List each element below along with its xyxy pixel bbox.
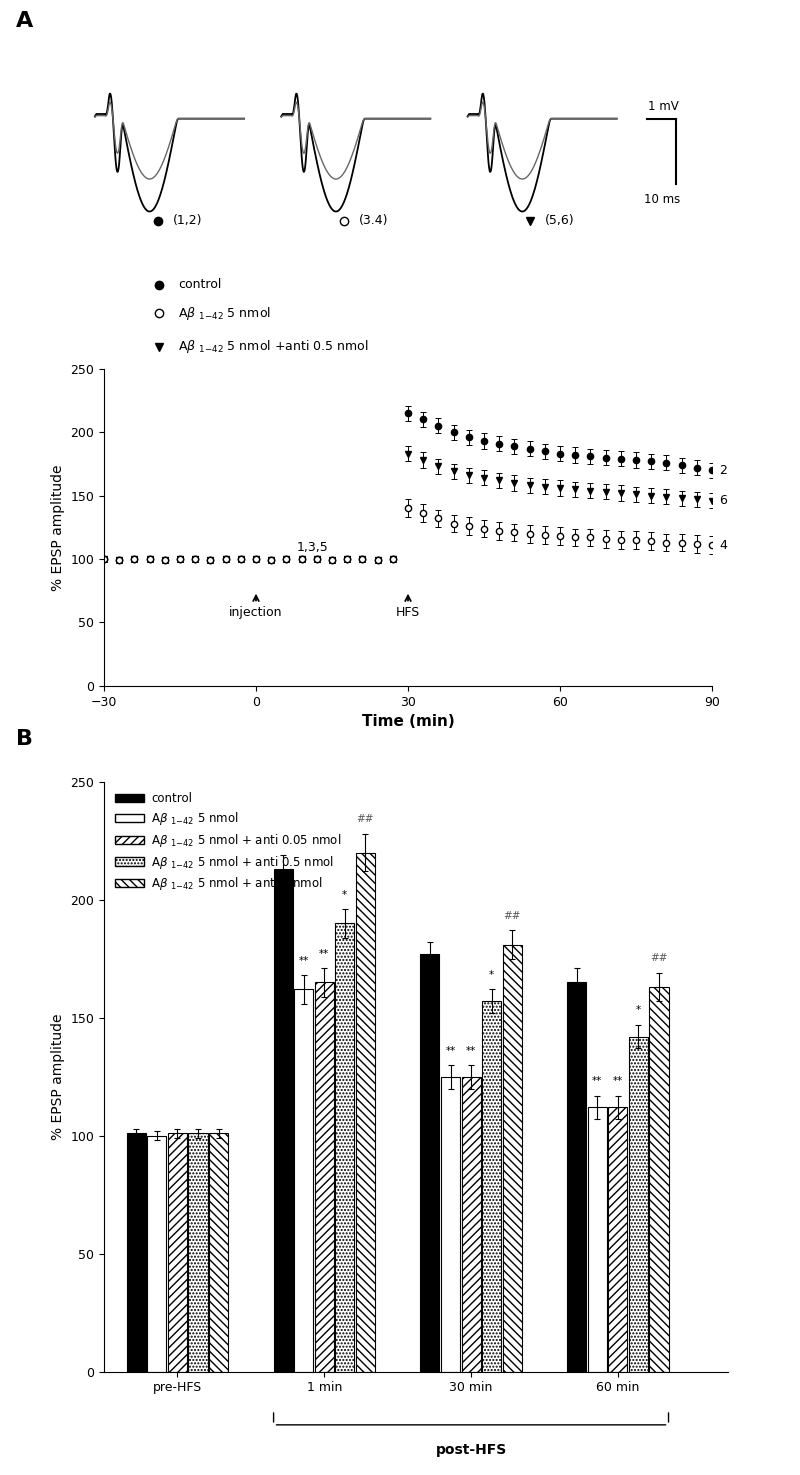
- Text: **: **: [613, 1077, 623, 1086]
- Bar: [502, 944, 522, 1372]
- Bar: [274, 869, 293, 1372]
- Bar: [629, 1037, 648, 1372]
- Bar: [462, 1077, 481, 1372]
- Text: **: **: [466, 1046, 476, 1056]
- Text: 1,3,5: 1,3,5: [297, 541, 328, 555]
- Y-axis label: % EPSP amplitude: % EPSP amplitude: [51, 465, 65, 590]
- Text: (1,2): (1,2): [173, 214, 202, 227]
- Legend: control, A$\beta$ $_{1\mathregular{-}42}$ 5 nmol, A$\beta$ $_{1\mathregular{-}42: control, A$\beta$ $_{1\mathregular{-}42}…: [110, 788, 346, 897]
- Text: control: control: [178, 279, 222, 291]
- Text: HFS: HFS: [396, 606, 420, 619]
- Text: (5,6): (5,6): [545, 214, 574, 227]
- Bar: [168, 1133, 187, 1372]
- Text: **: **: [298, 956, 309, 966]
- Text: *: *: [489, 971, 494, 979]
- Text: **: **: [319, 948, 330, 959]
- Text: *: *: [636, 1006, 641, 1015]
- Bar: [650, 987, 669, 1372]
- Text: A: A: [16, 10, 34, 31]
- Text: **: **: [446, 1046, 456, 1056]
- Bar: [482, 1002, 501, 1372]
- Bar: [421, 954, 439, 1372]
- Bar: [608, 1108, 627, 1372]
- Text: B: B: [16, 729, 33, 749]
- Bar: [294, 990, 314, 1372]
- Bar: [588, 1108, 607, 1372]
- Text: post-HFS: post-HFS: [435, 1444, 506, 1457]
- Bar: [209, 1133, 228, 1372]
- Text: ##: ##: [650, 953, 668, 963]
- X-axis label: Time (min): Time (min): [362, 714, 454, 729]
- Text: 1 mV: 1 mV: [648, 100, 678, 114]
- Text: injection: injection: [230, 606, 282, 619]
- Bar: [189, 1133, 207, 1372]
- Bar: [441, 1077, 460, 1372]
- Text: 10 ms: 10 ms: [643, 193, 680, 206]
- Text: 4: 4: [719, 538, 727, 552]
- Bar: [147, 1136, 166, 1372]
- Text: 6: 6: [719, 494, 727, 507]
- Bar: [335, 923, 354, 1372]
- Text: **: **: [592, 1077, 602, 1086]
- Bar: [314, 982, 334, 1372]
- Text: (3.4): (3.4): [358, 214, 388, 227]
- Text: *: *: [342, 889, 347, 900]
- Text: A$\beta$ $_{1\mathregular{-}42}$ 5 nmol: A$\beta$ $_{1\mathregular{-}42}$ 5 nmol: [178, 305, 271, 322]
- Text: ##: ##: [357, 814, 374, 825]
- Bar: [126, 1133, 146, 1372]
- Bar: [567, 982, 586, 1372]
- Text: A$\beta$ $_{1\mathregular{-}42}$ 5 nmol +anti 0.5 nmol: A$\beta$ $_{1\mathregular{-}42}$ 5 nmol …: [178, 338, 369, 355]
- Text: ##: ##: [503, 912, 521, 920]
- Text: 2: 2: [719, 463, 727, 476]
- Bar: [356, 853, 375, 1372]
- Y-axis label: % EPSP amplitude: % EPSP amplitude: [51, 1013, 65, 1140]
